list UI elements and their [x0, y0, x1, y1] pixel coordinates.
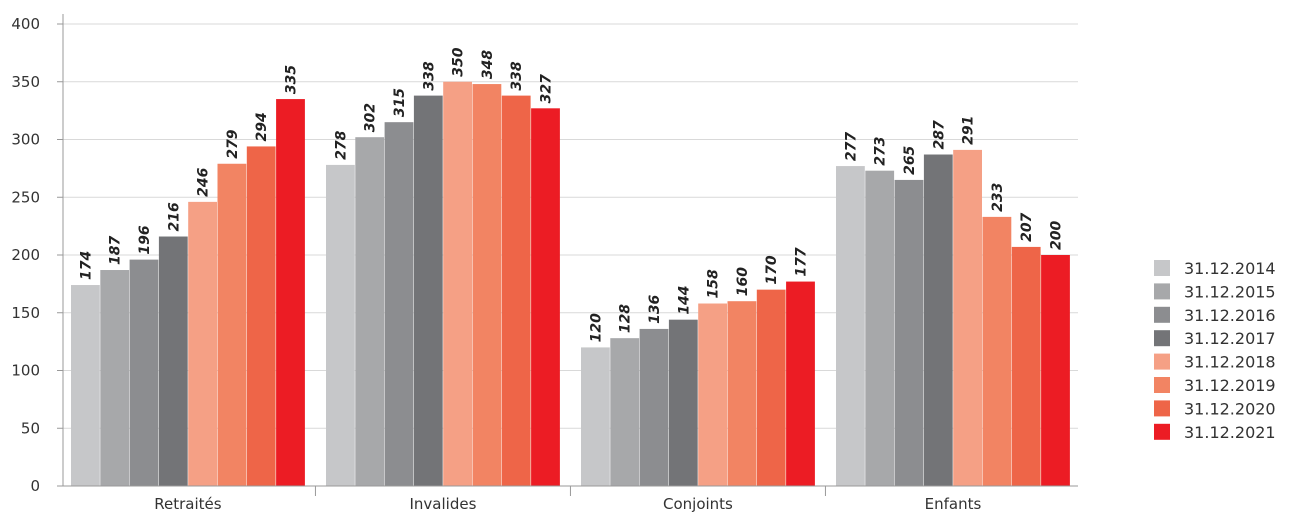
y-tick-label: 250 [11, 188, 40, 206]
bar [472, 84, 502, 486]
data-label: 348 [480, 50, 496, 79]
y-tick-label: 150 [11, 304, 40, 322]
bar [246, 146, 276, 486]
bar [894, 179, 924, 487]
data-label: 327 [539, 74, 555, 103]
data-label: 291 [961, 116, 977, 145]
y-tick-label: 300 [11, 131, 40, 149]
bar [982, 216, 1012, 486]
data-label: 233 [990, 183, 1006, 212]
bar [129, 259, 159, 486]
y-tick-label: 200 [11, 246, 40, 264]
data-label: 279 [225, 129, 241, 158]
legend-swatch [1154, 306, 1170, 323]
data-label: 338 [509, 61, 525, 90]
category-label: Conjoints [663, 495, 733, 513]
data-label: 294 [254, 112, 270, 141]
legend-swatch [1154, 377, 1170, 393]
category-label: Enfants [925, 495, 982, 513]
data-label: 287 [931, 120, 947, 149]
data-label: 177 [794, 247, 810, 276]
data-labels: 174 187 196 216 246 279 294 335 278 302 315 338 350 3… [78, 47, 1064, 342]
legend: 31.12.2014 31.12.2015 31.12.2016 31.12.2017… [1154, 259, 1276, 442]
data-label: 200 [1049, 221, 1065, 250]
data-label: 160 [735, 267, 751, 296]
data-label: 277 [843, 132, 859, 161]
y-tick-label: 100 [11, 362, 40, 380]
category-label: Invalides [409, 495, 476, 513]
legend-swatch [1154, 260, 1170, 276]
legend-swatch [1154, 330, 1170, 347]
x-axis: Retraités Invalides Conjoints Enfants [63, 485, 1078, 513]
y-axis: 0 50 100 150 200 250 300 350 400 [11, 14, 64, 495]
legend-swatch [1154, 400, 1170, 417]
bar [786, 281, 815, 486]
bars [71, 81, 1070, 487]
bar [326, 164, 355, 486]
data-label: 278 [333, 130, 349, 159]
data-label: 216 [166, 202, 182, 231]
bar [158, 236, 188, 486]
bar [698, 303, 727, 486]
data-label: 246 [196, 167, 212, 196]
y-tick-label: 350 [11, 73, 40, 91]
data-label: 265 [902, 145, 918, 174]
data-label: 315 [392, 88, 408, 117]
bar [581, 347, 610, 486]
data-label: 136 [647, 294, 663, 323]
bar [355, 137, 385, 486]
bar [923, 154, 953, 486]
bar [384, 122, 414, 487]
bar [188, 201, 217, 486]
data-label: 196 [137, 225, 153, 254]
bar [756, 289, 786, 486]
data-label: 174 [78, 251, 94, 280]
y-tick-label: 50 [21, 419, 40, 437]
bar [836, 166, 865, 486]
legend-label: 31.12.2015 [1184, 282, 1276, 301]
bar [1011, 246, 1041, 486]
data-label: 302 [363, 103, 379, 132]
legend-swatch [1154, 353, 1170, 370]
y-tick-label: 0 [30, 477, 40, 495]
bar [639, 328, 669, 486]
data-label: 144 [676, 285, 692, 314]
bar [531, 108, 560, 486]
bar [100, 270, 130, 486]
data-label: 187 [108, 236, 124, 265]
data-label: 338 [421, 61, 437, 90]
bar [443, 81, 472, 486]
bar [668, 319, 698, 486]
bar [953, 149, 982, 486]
bar [1041, 255, 1070, 486]
legend-label: 31.12.2016 [1184, 306, 1276, 325]
legend-label: 31.12.2021 [1184, 423, 1276, 442]
legend-label: 31.12.2018 [1184, 353, 1276, 372]
bar [217, 163, 247, 486]
data-label: 170 [764, 255, 780, 284]
bar [727, 301, 757, 486]
data-label: 128 [618, 304, 634, 333]
y-tick-label: 400 [11, 15, 40, 33]
bar [276, 99, 305, 486]
data-label: 335 [284, 65, 300, 94]
legend-label: 31.12.2019 [1184, 376, 1276, 395]
data-label: 273 [873, 136, 889, 165]
legend-label: 31.12.2014 [1184, 259, 1276, 278]
bar [71, 285, 100, 486]
bar [413, 95, 443, 487]
category-label: Retraités [154, 495, 221, 513]
bar [865, 170, 895, 486]
data-label: 350 [451, 47, 467, 76]
bar [610, 338, 640, 486]
legend-swatch [1154, 423, 1170, 440]
bar [501, 95, 531, 487]
data-label: 158 [706, 269, 722, 298]
legend-label: 31.12.2017 [1184, 329, 1276, 348]
legend-label: 31.12.2020 [1184, 399, 1276, 418]
data-label: 207 [1019, 212, 1035, 241]
data-label: 120 [588, 313, 604, 342]
legend-swatch [1154, 283, 1170, 300]
